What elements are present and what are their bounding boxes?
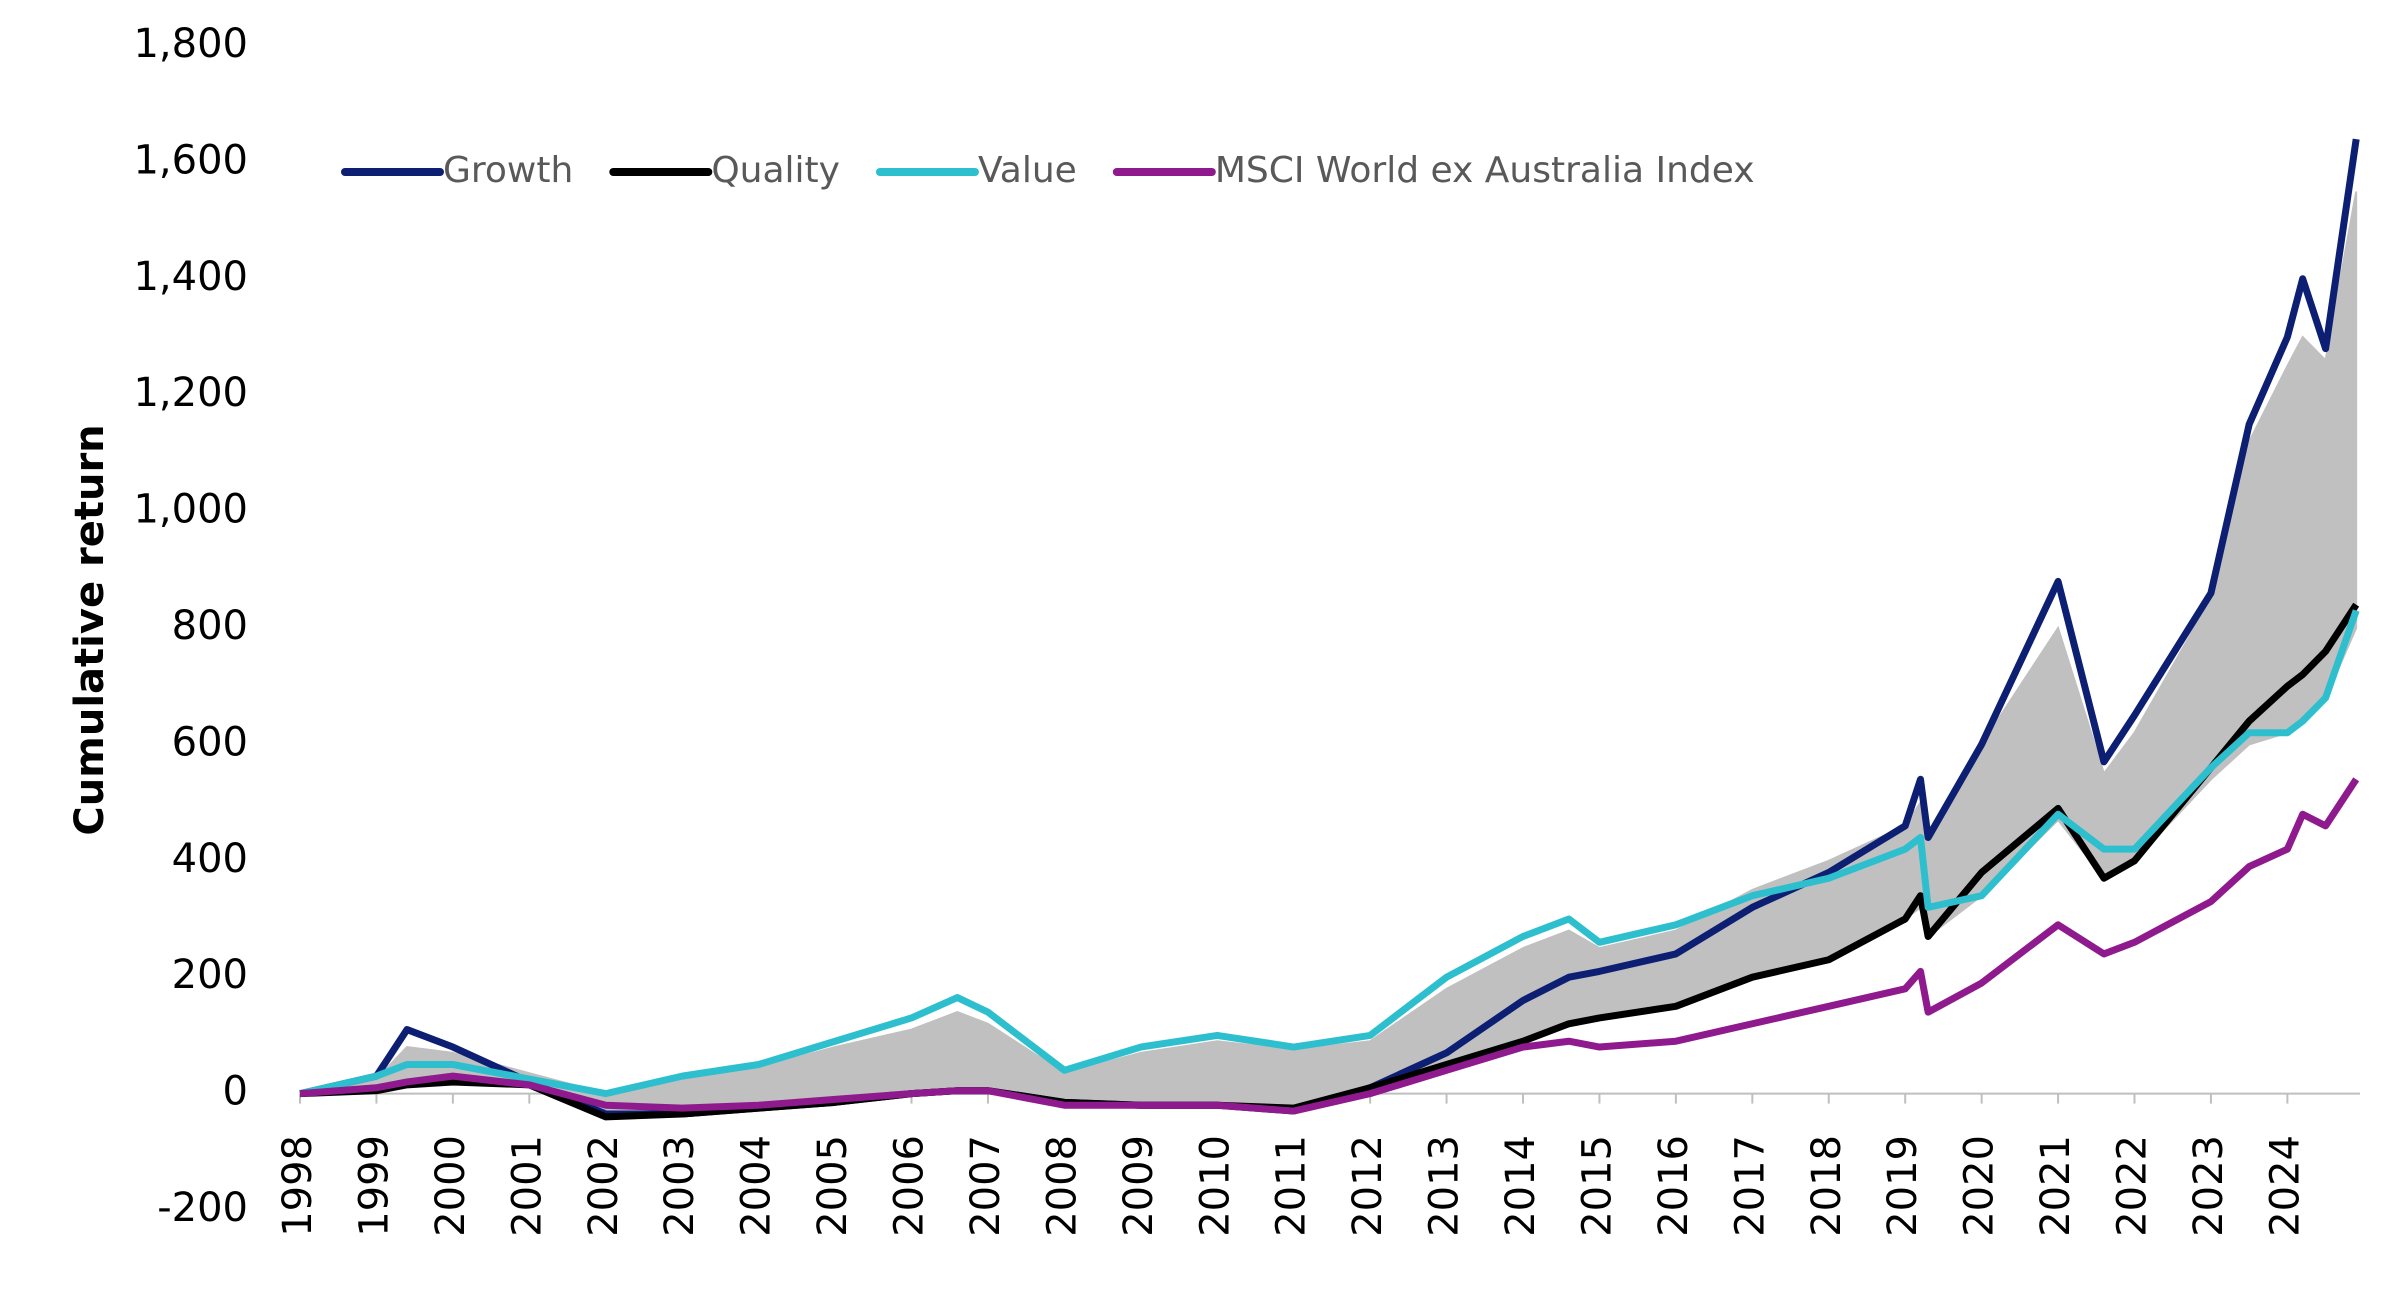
x-tick-label: 2018 (1804, 1135, 1850, 1237)
y-tick-label: 1,000 (133, 487, 248, 533)
y-tick-label: 1,400 (133, 254, 248, 300)
series-line (299, 138, 2360, 1118)
series-line (299, 609, 2360, 1098)
y-tick-label: 1,200 (133, 370, 248, 416)
x-tick-label: 2016 (1651, 1135, 1697, 1237)
x-tick-label: 2004 (734, 1135, 780, 1237)
x-tick-label: 2005 (810, 1135, 856, 1237)
x-tick-label: 2021 (2033, 1135, 2079, 1237)
y-tick-label: 600 (172, 719, 248, 765)
y-tick-label: -200 (157, 1185, 248, 1231)
x-tick-label: 2003 (657, 1135, 703, 1237)
y-tick-label: 800 (172, 603, 248, 649)
x-tick-label: 2010 (1192, 1135, 1238, 1237)
x-tick-label: 2020 (1957, 1135, 2003, 1237)
x-tick-label: 2013 (1422, 1135, 1468, 1237)
x-tick-label: 1998 (275, 1135, 321, 1237)
y-axis-title: Cumulative return (67, 424, 113, 835)
y-tick-label: 400 (172, 836, 248, 882)
y-tick-label: 0 (223, 1069, 248, 1115)
x-tick-label: 2023 (2186, 1135, 2232, 1237)
x-tick-label: 2015 (1574, 1135, 1620, 1237)
x-tick-label: 2006 (887, 1135, 933, 1237)
x-tick-label: 2002 (581, 1135, 627, 1237)
x-tick-label: 1999 (351, 1135, 397, 1237)
x-tick-label: 2009 (1116, 1135, 1162, 1237)
x-tick-label: 2017 (1727, 1135, 1773, 1237)
legend-label: Growth (443, 150, 573, 191)
legend-label: Value (978, 150, 1077, 191)
x-tick-label: 2012 (1345, 1135, 1391, 1237)
x-tick-label: 2008 (1039, 1135, 1085, 1237)
series-line (299, 602, 2360, 1121)
x-tick-label: 2007 (963, 1135, 1009, 1237)
y-tick-label: 1,800 (133, 21, 248, 67)
x-tick-label: 2000 (428, 1135, 474, 1237)
x-tick-label: 2011 (1269, 1135, 1315, 1237)
range-band (299, 191, 2358, 1115)
legend-label: MSCI World ex Australia Index (1215, 150, 1755, 191)
x-tick-label: 2014 (1498, 1135, 1544, 1237)
x-tick-label: 2001 (504, 1135, 550, 1237)
x-tick-label: 2019 (1880, 1135, 1926, 1237)
y-tick-label: 1,600 (133, 137, 248, 183)
legend-label: Quality (711, 150, 840, 191)
x-tick-label: 2022 (2110, 1135, 2156, 1237)
series-line (299, 777, 2360, 1115)
y-tick-label: 200 (172, 952, 248, 998)
x-tick-label: 2024 (2262, 1135, 2308, 1237)
